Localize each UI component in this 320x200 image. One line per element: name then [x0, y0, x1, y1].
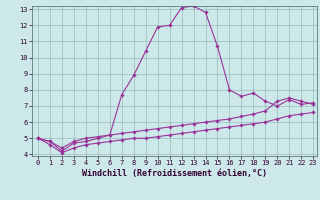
X-axis label: Windchill (Refroidissement éolien,°C): Windchill (Refroidissement éolien,°C) — [82, 169, 267, 178]
